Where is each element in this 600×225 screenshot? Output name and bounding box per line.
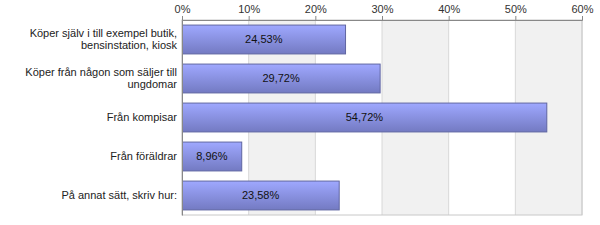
x-tick-mark xyxy=(515,16,516,20)
y-tick-label-line: På annat sätt, skriv hur: xyxy=(61,189,177,201)
y-tick: Köper själv i till exempel butik,bensins… xyxy=(30,27,182,52)
x-tick-label: 40% xyxy=(438,3,460,15)
data-labels: 24,53% 29,72% 54,72% 8,96% 23,58% xyxy=(196,33,383,201)
y-axis: Köper själv i till exempel butik,bensins… xyxy=(25,21,182,216)
y-tick-label-line: bensinstation, kiosk xyxy=(81,39,177,51)
plot-area xyxy=(182,20,582,215)
x-tick-label: 10% xyxy=(238,3,260,15)
y-tick-label: Från kompisar xyxy=(107,111,178,123)
x-tick-mark xyxy=(582,16,583,20)
x-tick-label: 50% xyxy=(505,3,527,15)
plot-frame xyxy=(182,20,582,215)
bars xyxy=(182,25,547,210)
x-tick: 10% xyxy=(238,3,260,20)
data-label: 23,58% xyxy=(242,189,280,201)
y-tick-label: Från föräldrar xyxy=(110,150,177,162)
y-axis-line xyxy=(182,21,183,216)
bar xyxy=(182,25,346,54)
y-tick-label: På annat sätt, skriv hur: xyxy=(61,189,177,201)
bar xyxy=(182,142,242,171)
x-tick-label: 60% xyxy=(571,3,593,15)
x-tick: 30% xyxy=(371,3,393,20)
x-tick-mark xyxy=(382,16,383,20)
y-tick: Från kompisar xyxy=(107,111,182,123)
y-tick: På annat sätt, skriv hur: xyxy=(61,189,182,201)
y-tick: Från föräldrar xyxy=(110,150,182,162)
x-tick-label: 0% xyxy=(175,3,191,15)
y-tick-label-line: Köper själv i till exempel butik, xyxy=(30,27,177,39)
plot-background xyxy=(182,20,582,215)
y-tick-label: Köper själv i till exempel butik,bensins… xyxy=(30,27,178,52)
y-tick-label-line: ungdomar xyxy=(127,78,177,90)
x-tick-mark xyxy=(315,16,316,20)
grid xyxy=(182,20,582,215)
x-axis-line xyxy=(183,16,583,21)
data-label: 8,96% xyxy=(196,150,227,162)
chart: 0% 10% 20% 30% 40% 50% 60% Köper själv i till e… xyxy=(0,0,600,225)
x-tick-label: 20% xyxy=(305,3,327,15)
bar xyxy=(182,181,339,210)
data-label: 24,53% xyxy=(245,33,283,45)
x-tick: 20% xyxy=(305,3,327,20)
x-tick-mark xyxy=(449,16,450,20)
bar xyxy=(182,103,547,132)
x-axis: 0% 10% 20% 30% 40% 50% 60% xyxy=(175,3,594,21)
x-tick: 0% xyxy=(175,3,191,20)
x-tick-label: 30% xyxy=(371,3,393,15)
x-tick-mark xyxy=(249,16,250,20)
data-label: 29,72% xyxy=(262,72,300,84)
y-tick-label: Köper från någon som säljer tillungdomar xyxy=(25,66,177,91)
x-tick: 50% xyxy=(505,3,527,20)
x-tick-mark xyxy=(182,16,183,20)
y-tick-label-line: Från kompisar xyxy=(107,111,178,123)
bar xyxy=(182,64,380,93)
x-tick: 40% xyxy=(438,3,460,20)
y-tick-label-line: Från föräldrar xyxy=(110,150,177,162)
y-tick: Köper från någon som säljer tillungdomar xyxy=(25,66,182,91)
y-tick-label-line: Köper från någon som säljer till xyxy=(25,66,177,78)
x-tick: 60% xyxy=(571,3,593,20)
data-label: 54,72% xyxy=(346,111,384,123)
